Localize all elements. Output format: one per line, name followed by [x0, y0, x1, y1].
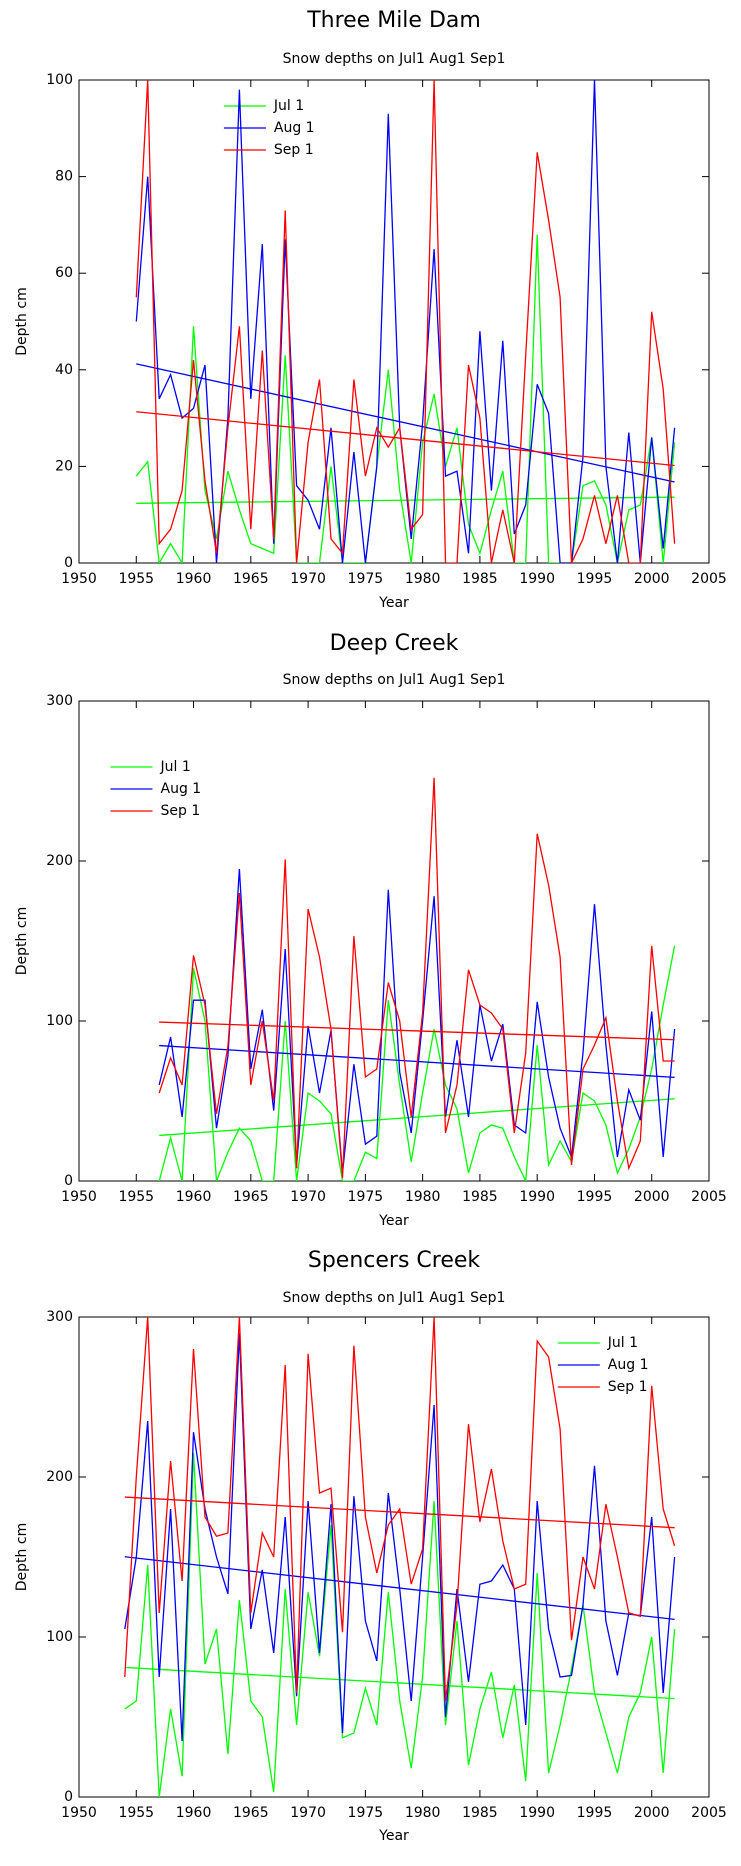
trend-line: [159, 1098, 675, 1137]
legend-label: Jul 1: [273, 98, 304, 114]
y-tick-label: 200: [46, 853, 73, 869]
x-axis-label: Year: [378, 1213, 409, 1229]
x-tick-label: 1980: [405, 1189, 441, 1205]
y-tick-label: 0: [64, 555, 73, 571]
x-tick-label: 2000: [634, 1805, 670, 1821]
x-tick-label: 1995: [577, 1189, 613, 1205]
x-tick-label: 2005: [691, 571, 727, 587]
y-tick-label: 100: [46, 1013, 73, 1029]
x-tick-label: 1985: [462, 1189, 498, 1205]
x-tick-label: 1965: [233, 1805, 269, 1821]
x-tick-label: 1955: [118, 571, 154, 587]
x-tick-label: 1955: [118, 1805, 154, 1821]
chart-subtitle: Snow depths on Jul1 Aug1 Sep1: [283, 1290, 506, 1306]
x-tick-label: 1965: [233, 571, 269, 587]
legend-label: Sep 1: [161, 803, 201, 819]
series-line: [158, 868, 676, 1174]
chart-panel: Deep Creek Snow depths on Jul1 Aug1 Sep1 Y…: [14, 631, 727, 1229]
x-tick-label: 1950: [61, 1189, 97, 1205]
y-tick-label: 300: [46, 693, 73, 709]
series-line: [135, 80, 676, 563]
y-axis-label: Depth cm: [14, 287, 30, 355]
y-tick-label: 100: [46, 1629, 73, 1645]
plot-frame: [78, 700, 710, 1182]
y-tick-label: 0: [64, 1789, 73, 1805]
chart-title: Deep Creek: [330, 631, 459, 656]
chart-subtitle: Snow depths on Jul1 Aug1 Sep1: [283, 51, 506, 67]
y-axis-label: Depth cm: [14, 907, 30, 975]
series-line: [124, 1317, 676, 1702]
trend-line: [159, 1021, 675, 1041]
legend-label: Aug 1: [608, 1357, 649, 1373]
x-tick-label: 1990: [519, 1189, 555, 1205]
legend-label: Aug 1: [161, 781, 202, 797]
x-tick-label: 1985: [462, 1805, 498, 1821]
series-line: [124, 1452, 676, 1797]
legend-label: Sep 1: [274, 142, 314, 158]
y-tick-label: 60: [55, 265, 73, 281]
chart-title: Three Mile Dam: [306, 8, 481, 33]
series-line: [135, 234, 676, 563]
x-tick-label: 1980: [405, 571, 441, 587]
x-axis-label: Year: [378, 1828, 409, 1844]
legend-label: Sep 1: [608, 1379, 648, 1395]
y-tick-label: 0: [64, 1173, 73, 1189]
plot-frame: [78, 1316, 710, 1798]
x-tick-label: 1950: [61, 1805, 97, 1821]
x-tick-label: 2000: [634, 1189, 670, 1205]
y-axis-label: Depth cm: [14, 1523, 30, 1591]
x-tick-label: 1960: [176, 571, 212, 587]
x-tick-label: 1995: [577, 571, 613, 587]
chart-title: Spencers Creek: [308, 1248, 481, 1273]
trend-line: [124, 1666, 675, 1700]
x-tick-label: 1985: [462, 571, 498, 587]
x-tick-label: 1990: [519, 571, 555, 587]
y-tick-label: 40: [55, 362, 73, 378]
x-tick-label: 1970: [290, 1805, 326, 1821]
trend-line: [124, 1556, 675, 1621]
y-tick-label: 100: [46, 72, 73, 88]
series-line: [158, 945, 676, 1181]
y-tick-label: 200: [46, 1469, 73, 1485]
plot-frame: [78, 79, 710, 564]
x-tick-label: 2005: [691, 1805, 727, 1821]
y-tick-label: 80: [55, 169, 73, 185]
x-tick-label: 1965: [233, 1189, 269, 1205]
x-tick-label: 2000: [634, 571, 670, 587]
x-tick-label: 1960: [176, 1805, 212, 1821]
trend-line: [136, 363, 675, 483]
chart-panel: Three Mile Dam Snow depths on Jul1 Aug1 S…: [14, 8, 727, 611]
x-tick-label: 1995: [577, 1805, 613, 1821]
trend-line: [124, 1496, 675, 1529]
y-tick-label: 300: [46, 1309, 73, 1325]
x-tick-label: 1975: [348, 1805, 384, 1821]
x-tick-label: 2005: [691, 1189, 727, 1205]
legend-label: Jul 1: [607, 1335, 638, 1351]
x-tick-label: 1970: [290, 1189, 326, 1205]
x-tick-label: 1980: [405, 1805, 441, 1821]
y-tick-label: 20: [55, 458, 73, 474]
legend-label: Aug 1: [274, 120, 315, 136]
chart-panel: Spencers Creek Snow depths on Jul1 Aug1 S…: [14, 1248, 727, 1844]
trend-line: [136, 411, 675, 467]
x-tick-label: 1975: [348, 1189, 384, 1205]
legend-label: Jul 1: [160, 759, 191, 775]
x-tick-label: 1955: [118, 1189, 154, 1205]
chart-subtitle: Snow depths on Jul1 Aug1 Sep1: [283, 672, 506, 688]
series-line: [158, 777, 675, 1178]
x-tick-label: 1970: [290, 571, 326, 587]
series-line: [135, 80, 676, 563]
series-line: [124, 1332, 676, 1742]
x-tick-label: 1950: [61, 571, 97, 587]
trend-line: [136, 496, 675, 504]
x-tick-label: 1990: [519, 1805, 555, 1821]
x-axis-label: Year: [378, 595, 409, 611]
x-tick-label: 1960: [176, 1189, 212, 1205]
x-tick-label: 1975: [348, 571, 384, 587]
